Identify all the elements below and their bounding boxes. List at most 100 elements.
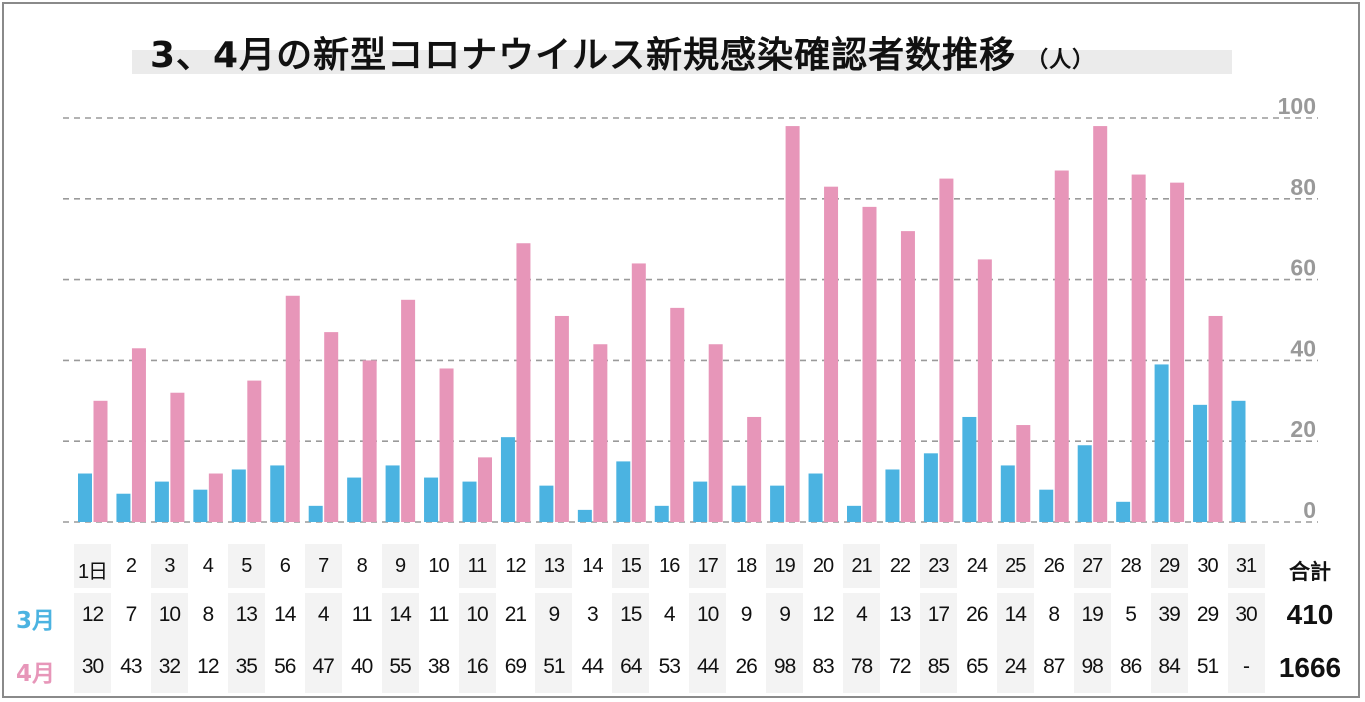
column-shade	[381, 593, 419, 693]
bar-march-21	[847, 505, 861, 522]
column-shade	[843, 593, 880, 693]
day-header: 6	[279, 555, 291, 577]
day-header: 21	[851, 555, 872, 577]
march-value: 12	[81, 603, 104, 626]
march-value: 11	[428, 603, 450, 626]
bar-march-11	[462, 481, 477, 522]
day-header: 26	[1043, 555, 1065, 577]
april-value: 55	[389, 655, 411, 678]
day-header: 17	[697, 555, 719, 577]
march-value: 29	[1196, 603, 1219, 626]
column-shade	[150, 593, 188, 693]
column-shade	[458, 544, 496, 588]
bar-march-24	[962, 416, 977, 522]
march-value: 15	[620, 603, 642, 626]
april-value: 86	[1119, 655, 1142, 678]
day-header: 11	[467, 555, 488, 577]
y-tick-label: 20	[1290, 416, 1316, 442]
april-value: 24	[1004, 655, 1027, 678]
column-shade	[1073, 593, 1111, 693]
column-shade	[1150, 593, 1188, 693]
bar-april-8	[362, 360, 377, 522]
y-tick-label: 80	[1290, 174, 1316, 200]
bar-march-20	[808, 473, 823, 522]
bar-march-5	[231, 469, 246, 522]
column-shade	[612, 544, 650, 588]
column-shade	[535, 593, 573, 693]
march-value: 8	[1048, 603, 1060, 626]
column-shade	[689, 544, 727, 588]
bar-april-9	[401, 299, 416, 522]
bars	[78, 126, 1246, 523]
bar-april-4	[208, 473, 223, 522]
column-shade	[227, 593, 265, 693]
march-value: 9	[779, 603, 791, 626]
day-header: 13	[543, 555, 565, 577]
march-value: 14	[1004, 603, 1027, 626]
bar-april-2	[131, 348, 146, 522]
day-header: 18	[736, 555, 757, 577]
april-value: 32	[158, 655, 181, 678]
total-header: 合計	[1289, 561, 1331, 584]
column-shade	[1150, 544, 1188, 588]
column-shade	[150, 544, 188, 588]
column-shade	[689, 593, 727, 693]
chart-title-text: 3、4月の新型コロナウイルス新規感染確認者数推移	[150, 35, 1017, 76]
april-value: 98	[773, 655, 796, 678]
day-header: 15	[620, 555, 642, 577]
bar-april-10	[439, 368, 454, 522]
bar-april-20	[824, 186, 839, 522]
column-shade	[535, 544, 573, 588]
column-shade	[304, 544, 342, 588]
day-header: 5	[241, 555, 252, 577]
day-header: 1日	[77, 561, 108, 583]
day-header: 12	[505, 555, 526, 577]
bar-march-19	[770, 485, 785, 522]
march-value: 11	[351, 603, 373, 626]
bar-march-31	[1231, 400, 1246, 522]
bar-march-15	[616, 461, 631, 522]
march-value: 10	[158, 603, 181, 626]
day-header: 2	[125, 555, 137, 577]
day-header: 7	[318, 555, 329, 577]
march-value: 30	[1235, 603, 1257, 626]
april-value: 78	[850, 655, 873, 678]
bar-april-11	[478, 457, 492, 522]
april-value: 38	[427, 655, 450, 678]
bar-march-17	[693, 481, 708, 522]
march-value: 12	[812, 603, 834, 626]
march-value: 9	[740, 603, 753, 626]
bar-april-12	[516, 243, 531, 523]
march-value: 21	[504, 603, 527, 626]
bar-april-14	[593, 344, 608, 522]
bar-april-7	[324, 332, 339, 522]
day-header: 3	[164, 555, 175, 577]
day-header: 22	[889, 555, 911, 577]
bar-april-1	[93, 400, 108, 522]
day-header: 20	[812, 555, 834, 577]
bar-april-5	[247, 380, 262, 522]
bar-april-16	[670, 307, 685, 522]
bar-march-22	[885, 469, 900, 522]
column-shade	[227, 544, 265, 588]
bar-march-28	[1116, 501, 1131, 522]
day-header: 10	[428, 555, 449, 577]
april-value: 64	[620, 655, 642, 678]
march-value: 4	[856, 603, 868, 626]
column-shade	[74, 593, 111, 693]
column-shade	[996, 544, 1034, 588]
day-header: 30	[1197, 555, 1218, 577]
y-tick-label: 40	[1290, 335, 1316, 361]
april-total: 1666	[1278, 652, 1342, 683]
column-shade	[458, 593, 496, 693]
column-shade	[1227, 593, 1265, 693]
column-shade	[766, 593, 804, 693]
march-row-label: 3月	[16, 608, 56, 634]
y-axis-ticks: 0 20 40 60 80 100	[1278, 93, 1316, 523]
march-value: 26	[966, 603, 988, 626]
april-value: 16	[466, 655, 488, 678]
bar-april-23	[939, 178, 954, 522]
april-value: 44	[581, 655, 604, 678]
march-value: 19	[1081, 603, 1104, 626]
march-value: 10	[466, 603, 488, 626]
